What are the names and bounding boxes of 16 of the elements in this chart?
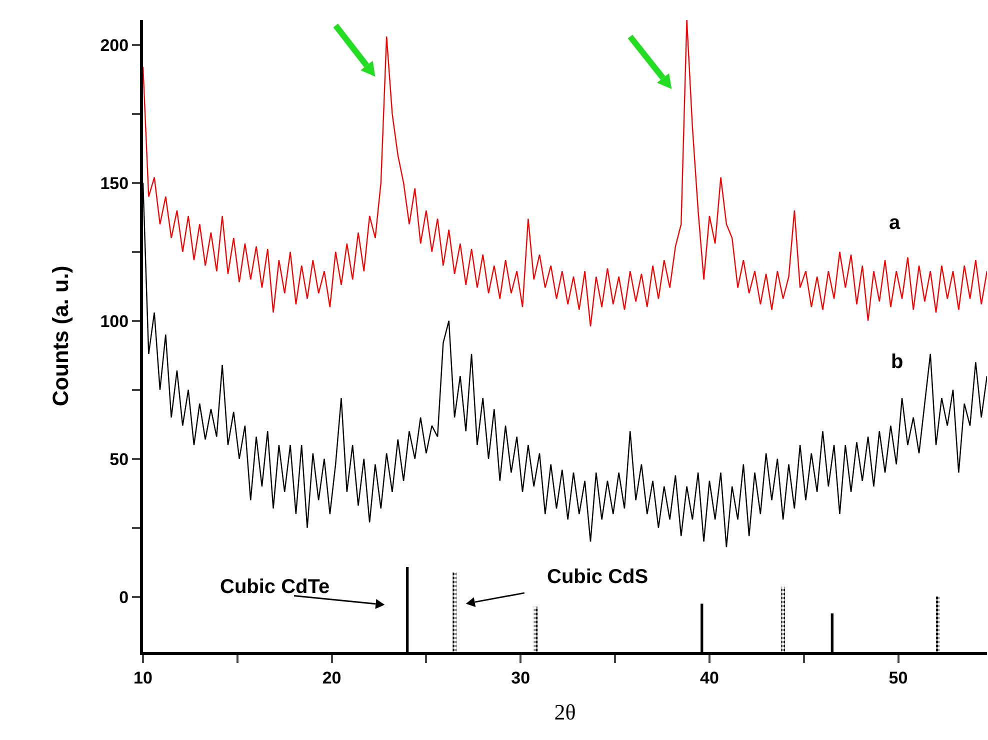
y-tick-label: 200	[100, 36, 129, 55]
x-tick-label: 30	[511, 668, 530, 688]
x-tick-label: 40	[700, 668, 719, 688]
y-tick-label: 0	[119, 588, 129, 607]
x-axis-title: 2θ	[554, 699, 576, 724]
annotation: Cubic CdTe	[220, 576, 330, 598]
annotation: a	[889, 212, 901, 234]
x-tick-label: 50	[888, 668, 908, 688]
annotation: Cubic CdS	[547, 566, 648, 588]
x-tick-label: 20	[322, 668, 342, 688]
annotation: b	[891, 351, 904, 373]
y-tick-label: 50	[110, 450, 129, 469]
y-tick-label: 100	[100, 312, 129, 331]
y-tick-label: 150	[100, 174, 129, 193]
y-axis-title: Counts (a. u.)	[48, 266, 74, 406]
x-tick-label: 10	[134, 668, 152, 688]
